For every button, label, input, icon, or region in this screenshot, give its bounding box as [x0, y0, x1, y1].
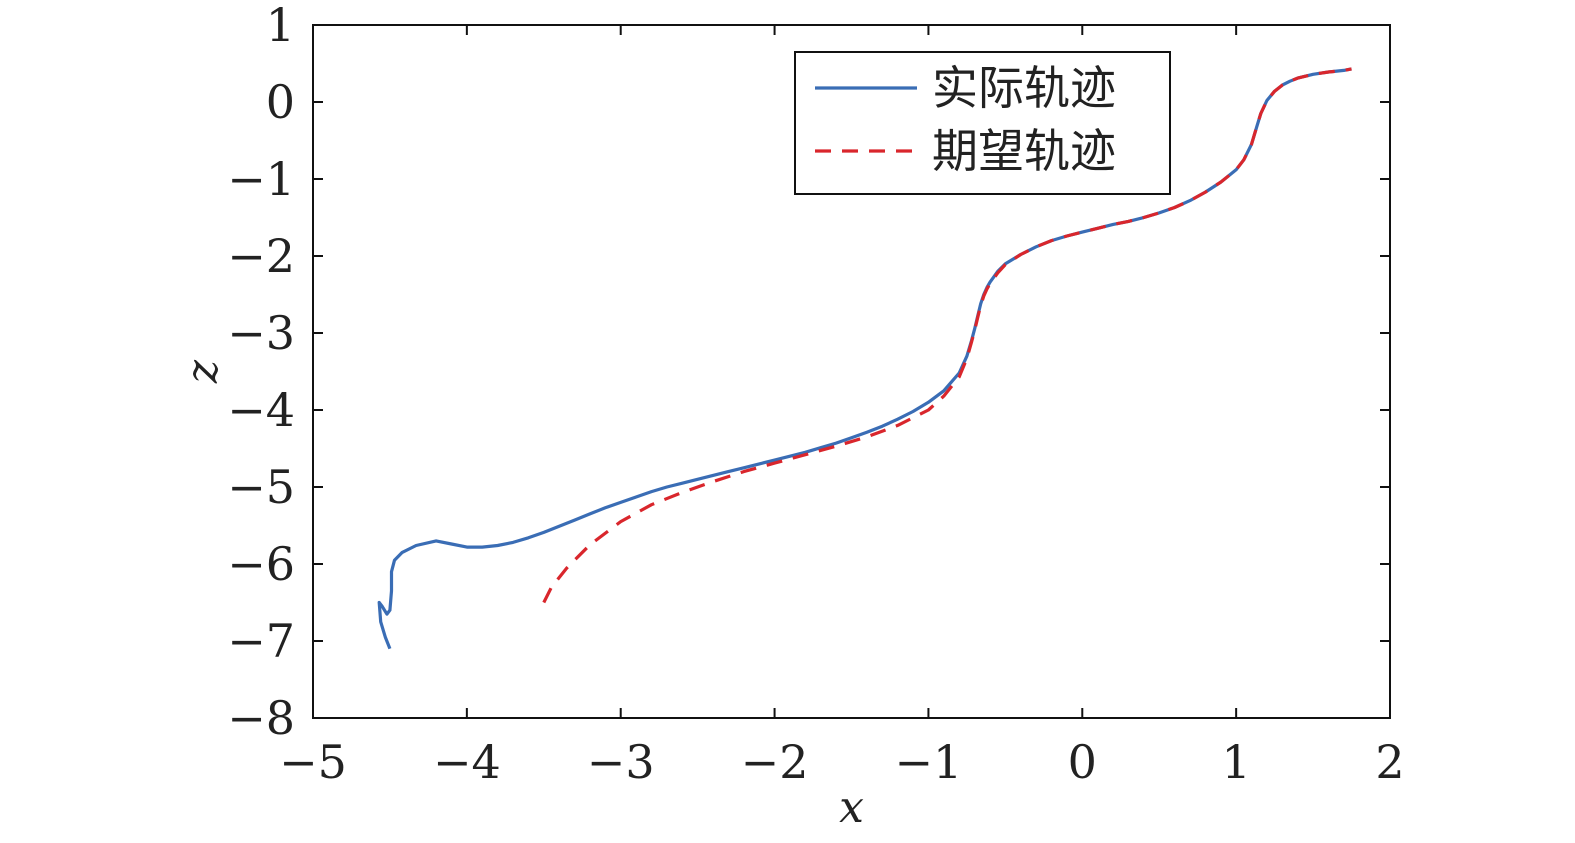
x-tick-label: −5	[279, 735, 347, 789]
x-tick-label: −3	[587, 735, 655, 789]
y-tick-label: 1	[266, 0, 295, 52]
x-tick-label: 1	[1222, 735, 1251, 789]
y-tick-label: 0	[266, 75, 295, 129]
y-tick-label: −4	[227, 383, 295, 437]
y-tick-label: −7	[227, 614, 295, 668]
x-axis-label: x	[839, 782, 864, 833]
y-tick-label: −6	[227, 537, 295, 591]
x-tick-label: 2	[1375, 735, 1404, 789]
legend: 实际轨迹 期望轨迹	[794, 51, 1171, 195]
y-tick-label: −3	[227, 306, 295, 360]
x-tick-label: −2	[741, 735, 809, 789]
tick-labels: −5 −4 −3 −2 −1 0 1 2 1 0 −1 −2 −3 −4 −5 −6 −7 −8	[227, 0, 1404, 789]
plot-lines	[377, 67, 1352, 650]
plot-frame	[312, 24, 1391, 719]
y-tick-label: −1	[227, 152, 295, 206]
x-tick-label: 0	[1068, 735, 1097, 789]
legend-box	[794, 51, 1171, 195]
y-tick-label: −5	[227, 460, 295, 514]
x-tick-label: −4	[433, 735, 501, 789]
x-tick-label: −1	[895, 735, 963, 789]
series-line-desired	[542, 67, 1352, 604]
legend-label-desired: 期望轨迹	[932, 124, 1116, 178]
y-tick-label: −2	[227, 229, 295, 283]
legend-label-actual: 实际轨迹	[932, 61, 1116, 115]
y-tick-label: −8	[227, 691, 295, 745]
y-axis-label: z	[177, 359, 228, 384]
